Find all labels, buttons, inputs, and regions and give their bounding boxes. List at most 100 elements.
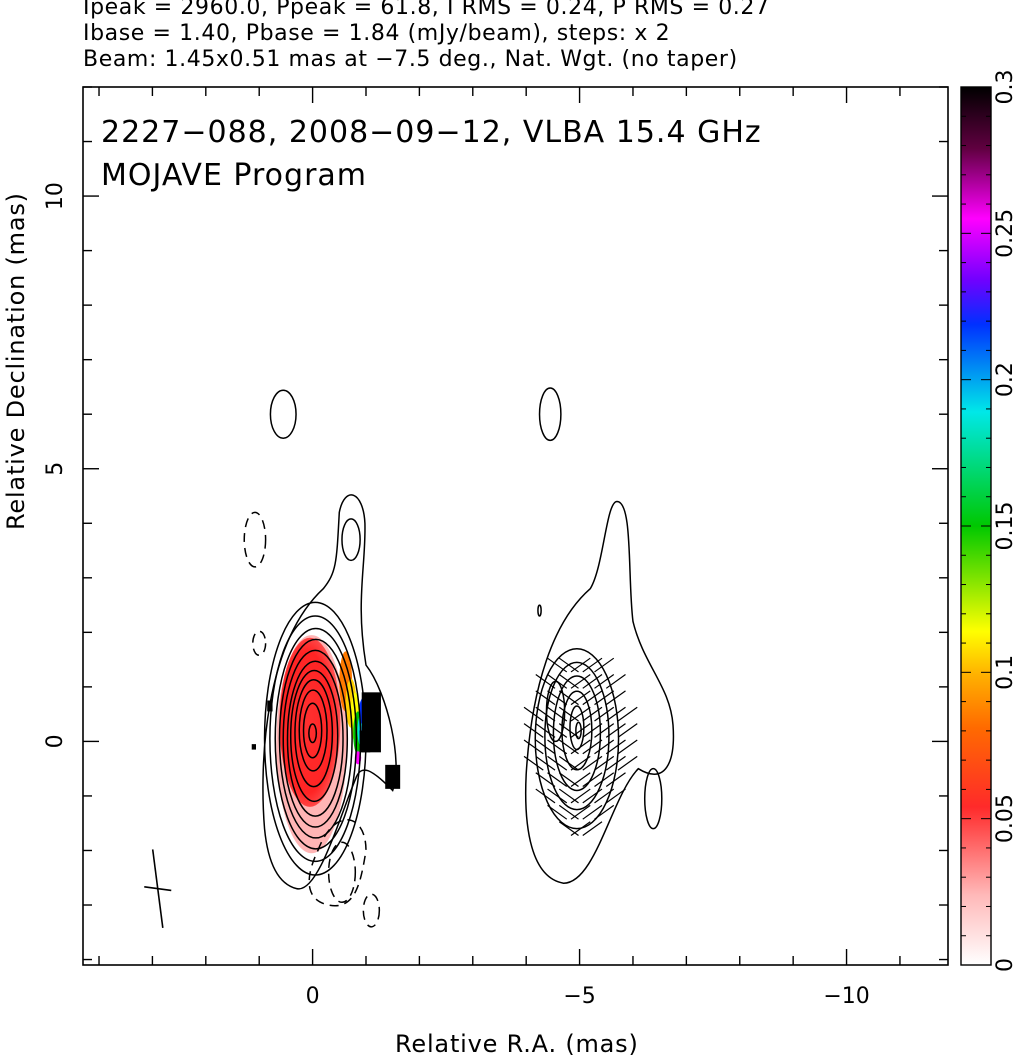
evpa-tick [523, 755, 544, 771]
evpa-tick [558, 674, 579, 689]
evpa-tick [617, 739, 638, 755]
intensity-contour [269, 615, 362, 863]
evpa-tick [582, 739, 603, 755]
evpa-tick [617, 723, 638, 738]
evpa-tick [558, 739, 579, 755]
evpa-tick [594, 723, 615, 738]
evpa-tick [605, 788, 626, 804]
header-line-1: Ipeak = 2960.0, Ppeak = 61.8, I RMS = 0.… [83, 0, 770, 20]
evpa-tick [605, 690, 626, 706]
evpa-tick [594, 739, 615, 755]
evpa-tick [617, 706, 638, 722]
evpa-tick [570, 755, 591, 771]
colorbar-tick-label: 0.05 [993, 794, 1018, 843]
evpa-tick [558, 804, 579, 820]
evpa-tick [594, 788, 615, 804]
evpa-tick [582, 772, 603, 787]
evpa-tick [594, 755, 615, 771]
intensity-contour [298, 689, 328, 772]
evpa-tick [547, 657, 568, 673]
evpa-tick [570, 804, 591, 820]
negative-contour [327, 841, 357, 904]
evpa-tick [605, 723, 626, 738]
evpa-tick [594, 690, 615, 706]
evpa-tick [535, 755, 556, 771]
evpa-tick [558, 706, 579, 722]
evpa-tick [558, 690, 579, 706]
jet-knot-contour [341, 518, 361, 562]
evpa-tick [535, 706, 556, 722]
evpa-tick [570, 821, 591, 837]
intensity-contour [308, 723, 318, 744]
evpa-tick [547, 788, 568, 804]
evpa-tick [582, 821, 603, 837]
colorbar-tick-label: 0.25 [993, 209, 1018, 258]
evpa-tick [582, 804, 603, 820]
map-title-line-1: 2227−088, 2008−09−12, VLBA 15.4 GHz [101, 115, 762, 150]
fracpol-core-region [279, 637, 341, 807]
intensity-contour [286, 660, 344, 817]
colorbar-tick-label: 0.2 [993, 362, 1018, 397]
x-tick-label: −10 [823, 984, 869, 1009]
evpa-tick [594, 674, 615, 689]
intensity-contour [282, 649, 349, 828]
evpa-tick [582, 674, 603, 689]
evpa-tick [594, 657, 615, 673]
intensity-contour [289, 669, 339, 803]
intensity-contour [274, 627, 358, 850]
evpa-tick [523, 739, 544, 755]
colorbar-tick-label: 0 [993, 958, 1018, 972]
evpa-tick [558, 788, 579, 804]
evpa-tick [570, 657, 591, 673]
evpa-tick [558, 657, 579, 673]
evpa-tick [547, 674, 568, 689]
isolated-contour [537, 604, 542, 617]
negative-contour [362, 893, 381, 928]
evpa-tick [547, 706, 568, 722]
evpa-tick [547, 804, 568, 820]
evpa-tick [594, 706, 615, 722]
negative-contour [243, 511, 267, 568]
evpa-tick [594, 772, 615, 787]
evpa-tick [547, 739, 568, 755]
evpa-tick [535, 690, 556, 706]
map-content [144, 387, 675, 928]
y-tick-label: 5 [43, 462, 68, 476]
evpa-tick [570, 706, 591, 722]
evpa-tick [570, 772, 591, 787]
colorbar-tick-label: 0.1 [993, 655, 1018, 690]
evpa-tick [605, 739, 626, 755]
evpa-tick [605, 755, 626, 771]
polarized-contour [534, 647, 620, 830]
header-line-3: Beam: 1.45x0.51 mas at −7.5 deg., Nat. W… [83, 47, 738, 72]
header-line-2: Ibase = 1.40, Pbase = 1.84 (mJy/beam), s… [83, 21, 671, 46]
evpa-tick [570, 723, 591, 738]
evpa-tick [582, 788, 603, 804]
polarized-outer-contour [524, 500, 675, 884]
evpa-tick [582, 723, 603, 738]
y-tick-label: 10 [43, 182, 68, 210]
negative-contour [252, 630, 267, 656]
isolated-contour [269, 389, 297, 439]
evpa-tick [535, 723, 556, 738]
intensity-contour [302, 702, 323, 759]
evpa-tick [535, 772, 556, 787]
plot-frame [82, 86, 949, 966]
evpa-tick [547, 723, 568, 738]
evpa-tick [594, 804, 615, 820]
evpa-tick [617, 755, 638, 771]
evpa-tick [582, 755, 603, 771]
evpa-tick [547, 772, 568, 787]
negative-contour [308, 819, 367, 907]
evpa-tick [570, 690, 591, 706]
evpa-tick [570, 739, 591, 755]
isolated-contour [538, 387, 562, 442]
evpa-tick [523, 723, 544, 738]
high-fracpol-pixel [359, 730, 371, 753]
y-axis-label: Relative Declination (mas) [2, 192, 30, 530]
evpa-tick [558, 772, 579, 787]
polarized-contour [643, 767, 663, 830]
colorbar-tick-label: 0.15 [993, 502, 1018, 551]
evpa-tick [582, 690, 603, 706]
high-fracpol-pixel [251, 744, 256, 750]
